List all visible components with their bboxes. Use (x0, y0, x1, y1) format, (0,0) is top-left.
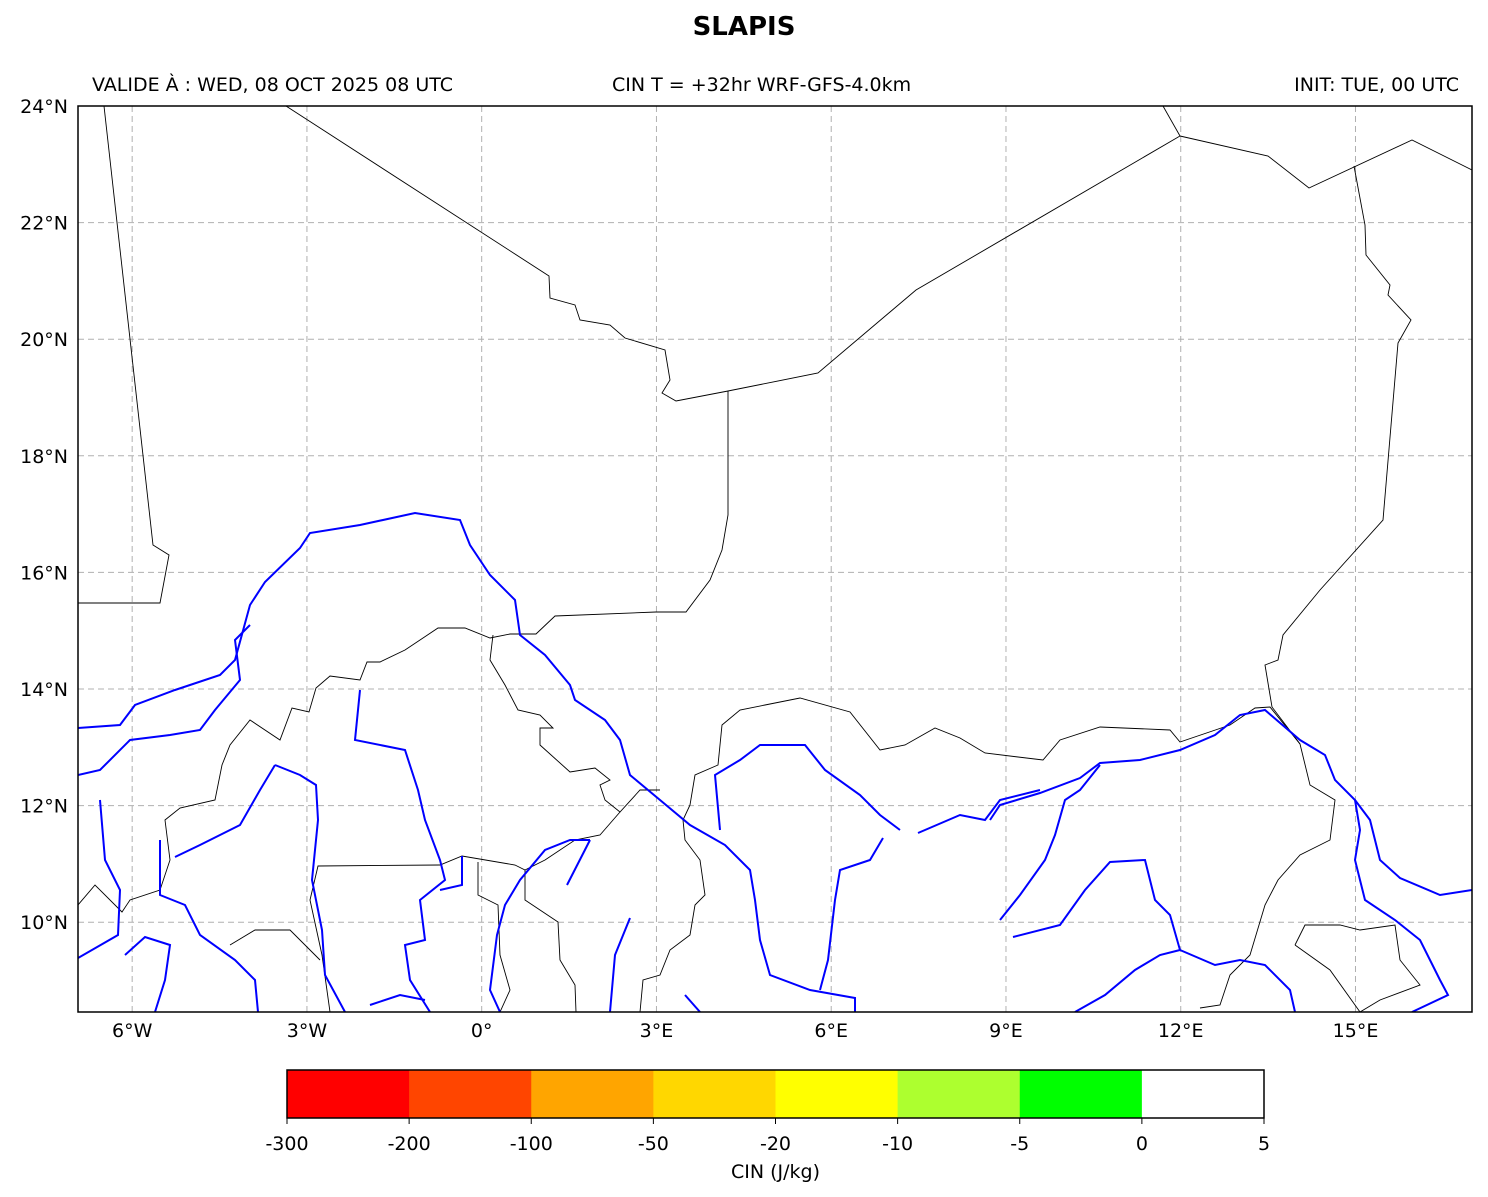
lat-tick-label: 12°N (20, 796, 68, 818)
river-benue (989, 708, 1472, 897)
river-line (124, 935, 172, 1012)
lat-tick-label: 16°N (20, 562, 68, 584)
border-line (1199, 165, 1412, 1009)
colorbar-tick-label: 5 (1258, 1133, 1270, 1155)
river-line (488, 839, 590, 1012)
river-line (1179, 949, 1296, 1012)
lat-tick-label: 18°N (20, 446, 68, 468)
colorbar-swatch (653, 1070, 776, 1118)
border-line (1294, 924, 1421, 1012)
colorbar-swatch (1019, 1070, 1143, 1118)
river-line (353, 689, 447, 1012)
lat-tick-label: 20°N (20, 329, 68, 351)
river-line (159, 840, 259, 1012)
lon-tick-label: 9°E (989, 1020, 1023, 1042)
border-line (524, 870, 577, 1012)
lat-tick-label: 10°N (20, 912, 68, 934)
lon-tick-label: 15°E (1333, 1020, 1379, 1042)
river-line (78, 799, 122, 959)
valid-time-label: VALIDE À : WED, 08 OCT 2025 08 UTC (92, 74, 453, 96)
lon-tick-label: 0° (471, 1020, 493, 1042)
init-time-label: INIT: TUE, 00 UTC (1294, 74, 1459, 96)
colorbar-tick-label: -5 (1010, 1133, 1029, 1155)
lat-tick-label: 14°N (20, 679, 68, 701)
axis-ticks: 6°W 3°W 0° 3°E 6°E 9°E 12°E 15°E 24°N 22°N 20°N 18°… (20, 96, 1378, 1042)
border-line (229, 929, 321, 961)
border-line (1179, 135, 1472, 189)
lon-tick-label: 6°W (112, 1020, 153, 1042)
lat-tick-label: 22°N (20, 213, 68, 235)
river-line (369, 993, 426, 1006)
colorbar-tick-label: -20 (760, 1133, 791, 1155)
colorbar-swatch (531, 1070, 654, 1118)
river-line (274, 764, 346, 1012)
colorbar-tick-label: -50 (638, 1133, 669, 1155)
lon-tick-label: 3°W (287, 1020, 328, 1042)
country-borders (78, 106, 1472, 1012)
river-line (1012, 858, 1182, 1012)
lon-tick-label: 12°E (1158, 1020, 1204, 1042)
river-line (609, 917, 631, 1012)
colorbar-tick-label: -300 (265, 1133, 308, 1155)
river-line (174, 764, 276, 858)
border-line (477, 862, 511, 1012)
map-frame (77, 105, 1473, 1013)
border-line (639, 819, 706, 1012)
river-line (1353, 799, 1450, 1012)
border-line (489, 634, 660, 813)
border-line (285, 106, 1181, 402)
border-line (78, 106, 170, 604)
river-line (917, 789, 1041, 834)
colorbar-tick-label: -200 (388, 1133, 431, 1155)
forecast-label: CIN T = +32hr WRF-GFS-4.0km (612, 74, 912, 96)
river-line (78, 624, 251, 776)
river-line (439, 856, 463, 891)
colorbar-swatch (287, 1070, 410, 1118)
river-line (713, 744, 901, 831)
rivers (78, 511, 1472, 1012)
river-line (819, 837, 884, 991)
river-line (684, 994, 701, 1012)
river-niger (78, 511, 856, 1012)
colorbar-swatch (897, 1070, 1021, 1118)
border-line (682, 697, 1301, 821)
figure-title: SLAPIS (692, 12, 796, 42)
colorbar-label: CIN (J/kg) (731, 1161, 820, 1183)
river-line (566, 839, 591, 886)
river-line (999, 764, 1101, 921)
colorbar-tick-label: 0 (1136, 1133, 1148, 1155)
colorbar-tick-label: -100 (510, 1133, 553, 1155)
gridlines (78, 105, 1472, 1012)
border-line (78, 391, 729, 913)
lon-tick-label: 3°E (640, 1020, 674, 1042)
colorbar-swatch (409, 1070, 532, 1118)
colorbar-tick-label: -10 (882, 1133, 913, 1155)
lon-tick-label: 6°E (814, 1020, 848, 1042)
colorbar-swatch (1141, 1070, 1265, 1118)
colorbar-swatch (775, 1070, 899, 1118)
lat-tick-label: 24°N (20, 96, 68, 118)
